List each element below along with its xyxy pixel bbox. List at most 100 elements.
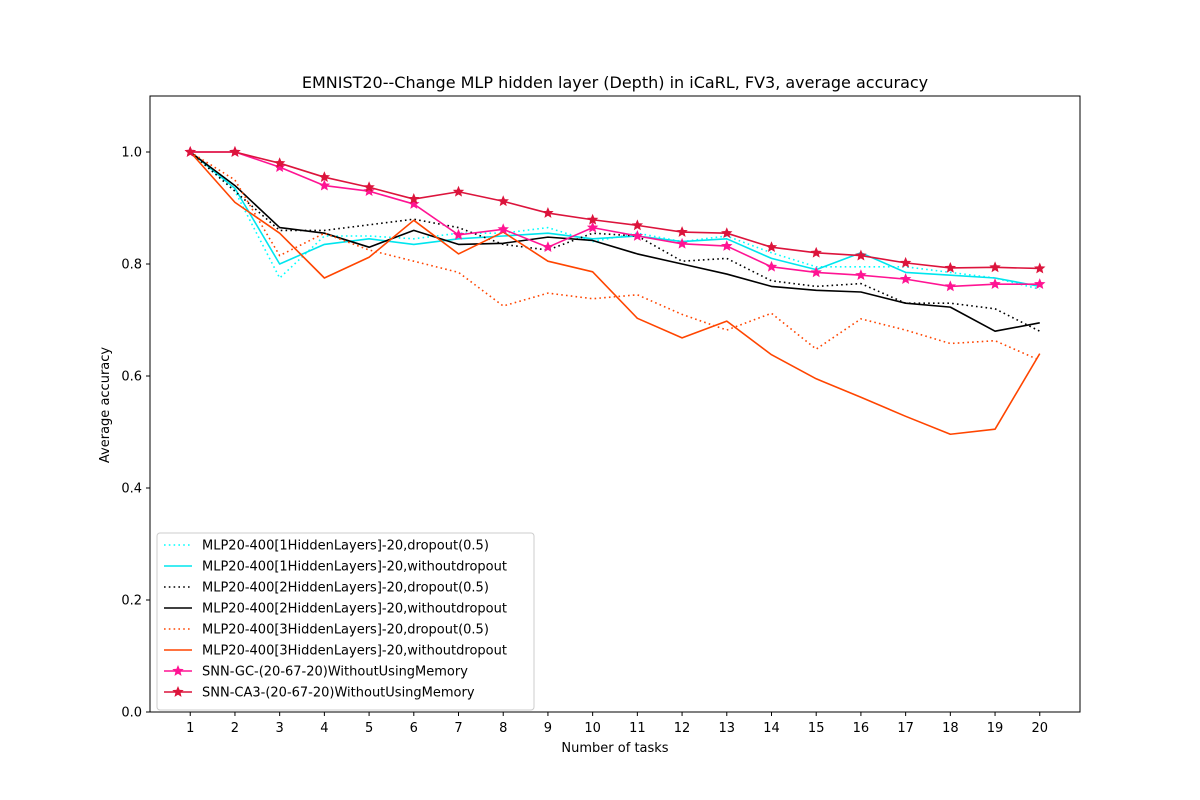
data-point-marker — [408, 193, 420, 204]
series-line — [189, 151, 1041, 332]
series-7 — [184, 146, 1046, 292]
series-5 — [189, 151, 1041, 362]
data-point-marker — [318, 179, 331, 191]
y-tick-label: 0.8 — [121, 258, 142, 273]
legend-item: SNN-CA3-(20-67-20)WithoutUsingMemory — [164, 686, 475, 701]
data-point-marker — [408, 198, 420, 209]
data-point-marker — [765, 260, 778, 272]
data-point-marker — [273, 157, 286, 169]
data-point-marker — [363, 185, 375, 197]
x-tick-label: 10 — [584, 721, 601, 736]
x-tick-label: 2 — [231, 721, 239, 736]
legend-item: SNN-GC-(20-67-20)WithoutUsingMemory — [164, 665, 468, 680]
x-tick-label: 12 — [674, 721, 691, 736]
data-point-marker — [631, 219, 644, 231]
data-point-marker — [542, 207, 554, 218]
series-4 — [189, 151, 1040, 333]
y-tick-label: 0.2 — [121, 594, 142, 609]
x-tick-label: 8 — [499, 721, 507, 736]
legend-label: MLP20-400[2HiddenLayers]-20,dropout(0.5) — [202, 581, 489, 596]
axis-ticks: 1 2 3 4 5 6 7 8 9 10 11 12 13 14 15 16 17 18 19 200.00.20.4… — [121, 146, 1048, 737]
y-tick-label: 0.0 — [121, 706, 142, 721]
data-point-marker — [676, 226, 688, 237]
x-tick-label: 7 — [454, 721, 462, 736]
data-point-marker — [318, 171, 331, 183]
data-point-marker — [452, 185, 465, 197]
data-point-marker — [1034, 278, 1046, 290]
series-3 — [189, 151, 1041, 332]
series-line — [189, 151, 1040, 290]
data-point-marker — [363, 181, 375, 193]
data-point-marker — [721, 227, 733, 239]
legend-item: MLP20-400[2HiddenLayers]-20,dropout(0.5) — [164, 581, 489, 596]
x-tick-label: 5 — [365, 721, 373, 736]
data-point-marker — [899, 256, 912, 268]
x-tick-label: 14 — [763, 721, 780, 736]
y-axis-label: Average accuracy — [98, 347, 113, 463]
x-tick-label: 19 — [987, 721, 1004, 736]
data-point-marker — [229, 146, 241, 157]
x-tick-label: 20 — [1031, 721, 1048, 736]
legend-item: MLP20-400[1HiddenLayers]-20,dropout(0.5) — [164, 539, 489, 554]
x-tick-label: 3 — [276, 721, 284, 736]
series-line — [190, 151, 1040, 270]
chart-title: EMNIST20--Change MLP hidden layer (Depth… — [302, 73, 928, 92]
series-2 — [189, 151, 1040, 288]
data-point-marker — [273, 161, 286, 172]
legend-label: MLP20-400[2HiddenLayers]-20,withoutdropo… — [202, 602, 507, 617]
legend-label: SNN-CA3-(20-67-20)WithoutUsingMemory — [202, 686, 475, 701]
series-line — [189, 151, 1041, 436]
data-point-marker — [810, 266, 822, 278]
data-point-marker — [855, 269, 867, 281]
legend-label: SNN-GC-(20-67-20)WithoutUsingMemory — [202, 665, 468, 680]
data-point-marker — [721, 240, 733, 251]
data-point-marker — [855, 249, 867, 261]
series-lines — [184, 146, 1046, 436]
data-point-marker — [944, 261, 957, 273]
x-tick-label: 13 — [719, 721, 736, 736]
y-tick-label: 0.4 — [121, 482, 142, 497]
series-8 — [184, 146, 1046, 274]
data-point-marker — [765, 241, 778, 253]
data-point-marker — [631, 230, 644, 241]
series-6 — [189, 151, 1041, 436]
series-1 — [189, 151, 1040, 290]
data-point-marker — [676, 237, 688, 249]
legend-item: MLP20-400[3HiddenLayers]-20,withoutdropo… — [164, 644, 507, 659]
legend-label: MLP20-400[3HiddenLayers]-20,dropout(0.5) — [202, 623, 489, 638]
x-tick-label: 6 — [410, 721, 418, 736]
legend-label: MLP20-400[1HiddenLayers]-20,withoutdropo… — [202, 560, 507, 575]
series-line — [190, 151, 1040, 288]
data-point-marker — [586, 221, 599, 233]
data-point-marker — [184, 146, 196, 157]
legend-marker — [172, 665, 184, 676]
data-point-marker — [899, 273, 912, 284]
legend-item: MLP20-400[3HiddenLayers]-20,dropout(0.5) — [164, 623, 489, 638]
series-line — [189, 151, 1041, 362]
legend-label: MLP20-400[1HiddenLayers]-20,dropout(0.5) — [202, 539, 489, 554]
x-tick-label: 1 — [186, 721, 194, 736]
x-tick-label: 11 — [629, 721, 646, 736]
legend: MLP20-400[1HiddenLayers]-20,dropout(0.5)… — [156, 532, 535, 711]
x-axis-label: Number of tasks — [561, 741, 668, 756]
data-point-marker — [944, 280, 957, 292]
y-tick-label: 0.6 — [121, 370, 142, 385]
data-point-marker — [989, 261, 1001, 273]
x-tick-label: 17 — [897, 721, 914, 736]
legend-box — [156, 532, 535, 711]
data-point-marker — [810, 246, 822, 258]
legend-item: MLP20-400[1HiddenLayers]-20,withoutdropo… — [164, 560, 507, 575]
x-tick-label: 16 — [853, 721, 870, 736]
x-tick-label: 4 — [320, 721, 328, 736]
x-tick-label: 18 — [942, 721, 959, 736]
legend-label: MLP20-400[3HiddenLayers]-20,withoutdropo… — [202, 644, 507, 659]
series-line — [189, 151, 1040, 333]
legend-marker — [172, 686, 184, 697]
data-point-marker — [542, 241, 554, 253]
x-tick-label: 15 — [808, 721, 825, 736]
data-point-marker — [497, 195, 509, 207]
legend-item: MLP20-400[2HiddenLayers]-20,withoutdropo… — [164, 602, 507, 617]
x-tick-label: 9 — [544, 721, 552, 736]
